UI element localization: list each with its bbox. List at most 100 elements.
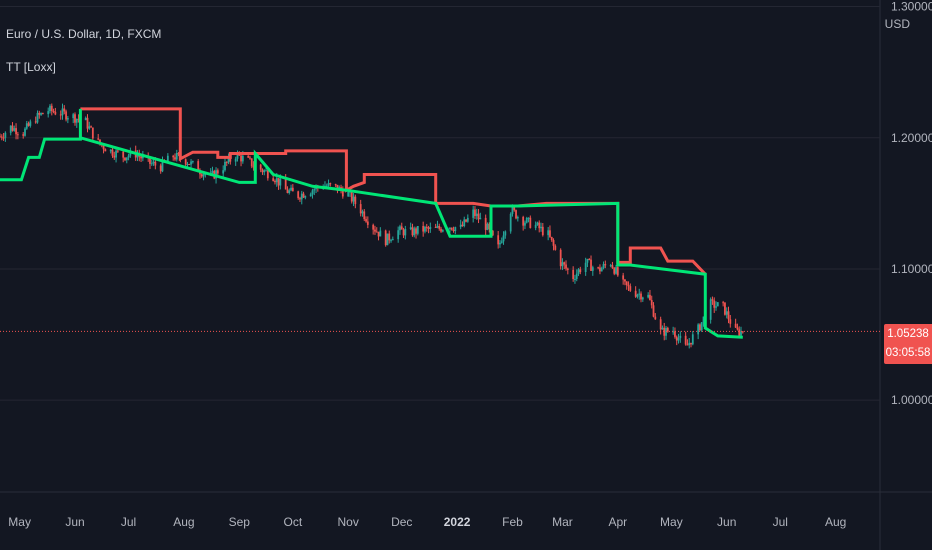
candle-body (550, 236, 553, 241)
candle-body (290, 187, 292, 191)
candle-body (609, 265, 612, 267)
candle-body (266, 170, 269, 179)
candle-body (329, 183, 332, 185)
price-axis[interactable]: 1.30000 1.20000 1.10000 1.00000 (891, 0, 932, 407)
candle-body (572, 269, 575, 280)
candle-body (311, 190, 314, 195)
candle-body (474, 209, 476, 216)
last-price-value: 1.05238 (887, 328, 929, 340)
candle-body (425, 226, 428, 228)
candle-body (399, 226, 401, 231)
candle-body (561, 262, 564, 267)
candle-body (729, 319, 732, 324)
candle-body (97, 138, 100, 140)
candle-body (741, 331, 744, 333)
candle-body (522, 216, 525, 226)
candle-body (313, 189, 316, 191)
candle-body (122, 151, 125, 158)
candle-body (325, 185, 328, 187)
candle-body (211, 170, 214, 174)
indicator-label[interactable]: TT [Loxx] (6, 60, 56, 74)
candle-body (541, 226, 544, 236)
candle-body (361, 211, 364, 214)
candle-body (88, 126, 91, 129)
candle-body (386, 233, 389, 246)
candle-body (529, 217, 532, 228)
candle-body (650, 300, 653, 306)
candle-body (450, 227, 453, 230)
candle-body (575, 273, 578, 279)
candle-body (259, 164, 262, 170)
candle-body (72, 114, 75, 119)
candle-body (538, 222, 541, 229)
candle-body (302, 193, 305, 198)
candle-body (415, 228, 417, 234)
x-tick-label: Dec (391, 515, 412, 529)
x-tick-label: Oct (283, 515, 302, 529)
candle-body (684, 335, 687, 345)
candle-body (272, 178, 275, 182)
candle-body (300, 193, 303, 200)
candle-body (77, 118, 80, 120)
candle-body (534, 224, 537, 228)
candle-body (624, 279, 626, 282)
currency-label[interactable]: USD (884, 17, 910, 31)
candle-body (172, 155, 175, 158)
candle-body (284, 178, 287, 190)
candle-body (197, 161, 200, 173)
candle-body (716, 302, 719, 307)
candle-body (50, 105, 53, 112)
candle-body (61, 108, 64, 116)
candle-body (227, 156, 230, 163)
candle-body (174, 157, 176, 160)
candle-body (702, 316, 705, 323)
candle-body (602, 264, 605, 269)
candle-body (579, 269, 582, 273)
candle-body (488, 223, 491, 230)
candle-body (499, 242, 501, 245)
candle-body (34, 121, 37, 123)
indicator-line-upper (80, 107, 707, 276)
candle-body (188, 163, 191, 165)
candle-body (299, 198, 301, 200)
candle-body (690, 342, 692, 345)
candle-body (679, 335, 682, 339)
candle-body (184, 159, 187, 165)
candle-body (715, 306, 717, 308)
candle-body (591, 267, 594, 271)
candle-body (149, 157, 151, 164)
candle-body (327, 183, 330, 186)
candle-body (475, 213, 478, 216)
candle-body (141, 155, 144, 159)
candle-body (641, 297, 644, 300)
candle-body (540, 226, 542, 229)
candle-body (372, 224, 375, 230)
symbol-title[interactable]: Euro / U.S. Dollar, 1D, FXCM (6, 27, 162, 41)
time-axis[interactable]: May Jun Jul Aug Sep Oct Nov Dec 2022 Feb Mar Apr May… (8, 515, 846, 529)
candle-body (13, 128, 16, 131)
candle-body (152, 161, 155, 164)
candle-body (366, 221, 369, 225)
candle-body (466, 217, 469, 222)
candle-body (65, 111, 67, 120)
candle-body (600, 268, 603, 272)
y-tick-label: 1.30000 (891, 0, 932, 14)
candle-body (288, 190, 291, 193)
candle-body (711, 299, 714, 301)
candle-body (509, 213, 512, 232)
candle-body (402, 229, 405, 236)
candle-body (625, 281, 628, 286)
candle-body (452, 229, 455, 232)
candle-body (734, 323, 737, 328)
candle-body (199, 172, 201, 175)
candle-body (590, 259, 592, 271)
candle-body (309, 194, 312, 197)
candle-body (116, 150, 119, 152)
x-tick-label: Sep (229, 515, 251, 529)
x-tick-label: Jun (65, 515, 84, 529)
candle-body (111, 149, 114, 156)
candle-body (472, 209, 475, 218)
candle-body (616, 267, 619, 276)
